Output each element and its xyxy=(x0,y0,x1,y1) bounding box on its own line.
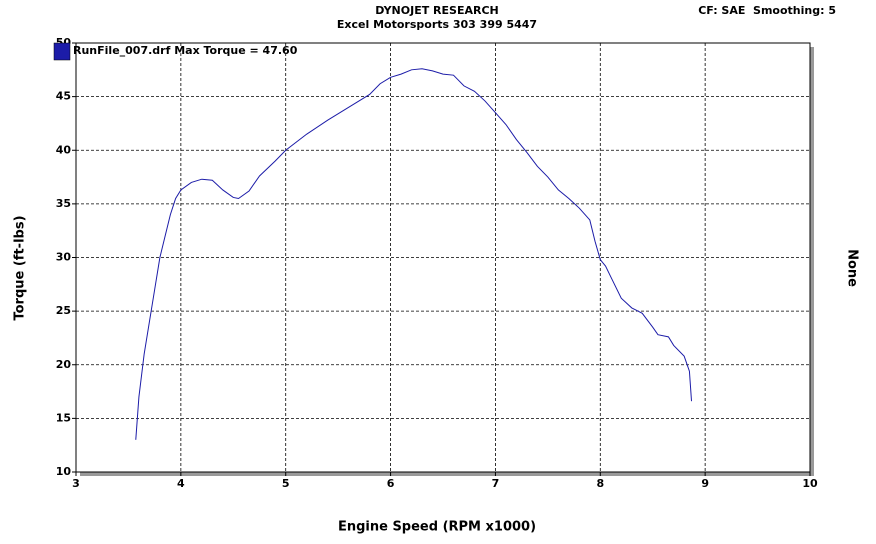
legend-swatch xyxy=(53,42,71,61)
y-tick-label: 10 xyxy=(56,465,72,478)
y-tick-label: 15 xyxy=(56,411,71,424)
chart-title: DYNOJET RESEARCH xyxy=(375,4,498,17)
x-tick-label: 7 xyxy=(492,477,500,490)
y-tick-label: 25 xyxy=(56,304,71,317)
annotation: CF: SAE Smoothing: 5 xyxy=(698,4,836,17)
y-tick-label: 35 xyxy=(56,197,71,210)
x-tick-label: 3 xyxy=(72,477,80,490)
plot-border xyxy=(75,42,811,473)
right-axis-label: None xyxy=(845,249,860,287)
chart-subtitle: Excel Motorsports 303 399 5447 xyxy=(337,18,537,31)
y-tick-label: 20 xyxy=(56,358,72,371)
y-tick-label: 45 xyxy=(56,90,71,103)
x-tick-label: 8 xyxy=(596,477,604,490)
y-axis-label: Torque (ft-lbs) xyxy=(13,215,28,320)
x-tick-label: 5 xyxy=(282,477,290,490)
y-tick-label: 30 xyxy=(56,251,72,264)
x-tick-label: 4 xyxy=(177,477,185,490)
y-tick-label: 40 xyxy=(56,143,72,156)
legend-label: RunFile_007.drf Max Torque = 47.60 xyxy=(73,44,298,57)
torque-line xyxy=(135,68,693,440)
x-axis-label: Engine Speed (RPM x1000) xyxy=(338,520,536,535)
x-tick-label: 10 xyxy=(802,477,818,490)
x-tick-label: 6 xyxy=(387,477,395,490)
x-tick-label: 9 xyxy=(701,477,709,490)
